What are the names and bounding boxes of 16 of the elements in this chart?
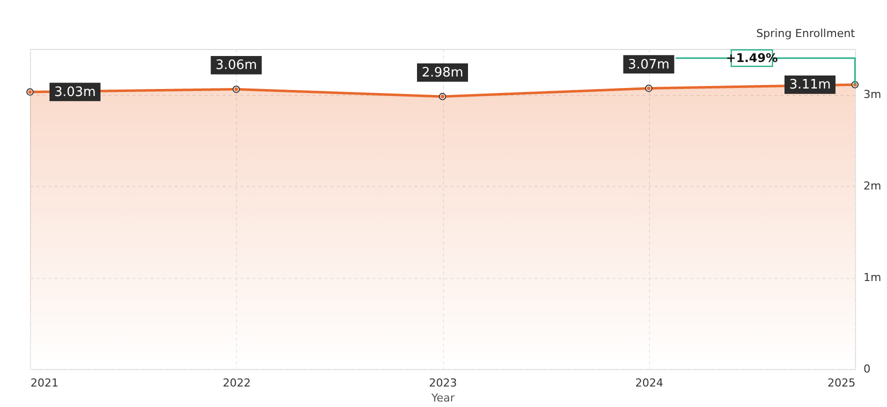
data-label: 2.98m bbox=[422, 66, 464, 81]
y-tick-label: 1m bbox=[864, 271, 882, 284]
data-label: 3.06m bbox=[215, 58, 258, 74]
data-label: 3.07m bbox=[628, 57, 670, 72]
data-label: 3.03m bbox=[54, 84, 96, 100]
x-axis-title: Year bbox=[430, 392, 456, 404]
x-tick-label: 2024 bbox=[635, 376, 664, 390]
data-label: 3.11m bbox=[789, 78, 831, 93]
y-axis-title: Spring Enrollment bbox=[756, 27, 856, 40]
y-tick-label: 3m bbox=[864, 88, 882, 102]
x-tick-label: 2021 bbox=[30, 376, 58, 390]
x-tick-label: 2023 bbox=[429, 376, 457, 390]
x-tick-label: 2022 bbox=[222, 376, 251, 390]
y-tick-label: 2m bbox=[864, 180, 882, 193]
y-tick-label: 0 bbox=[864, 362, 870, 376]
x-tick-label: 2025 bbox=[828, 376, 856, 390]
